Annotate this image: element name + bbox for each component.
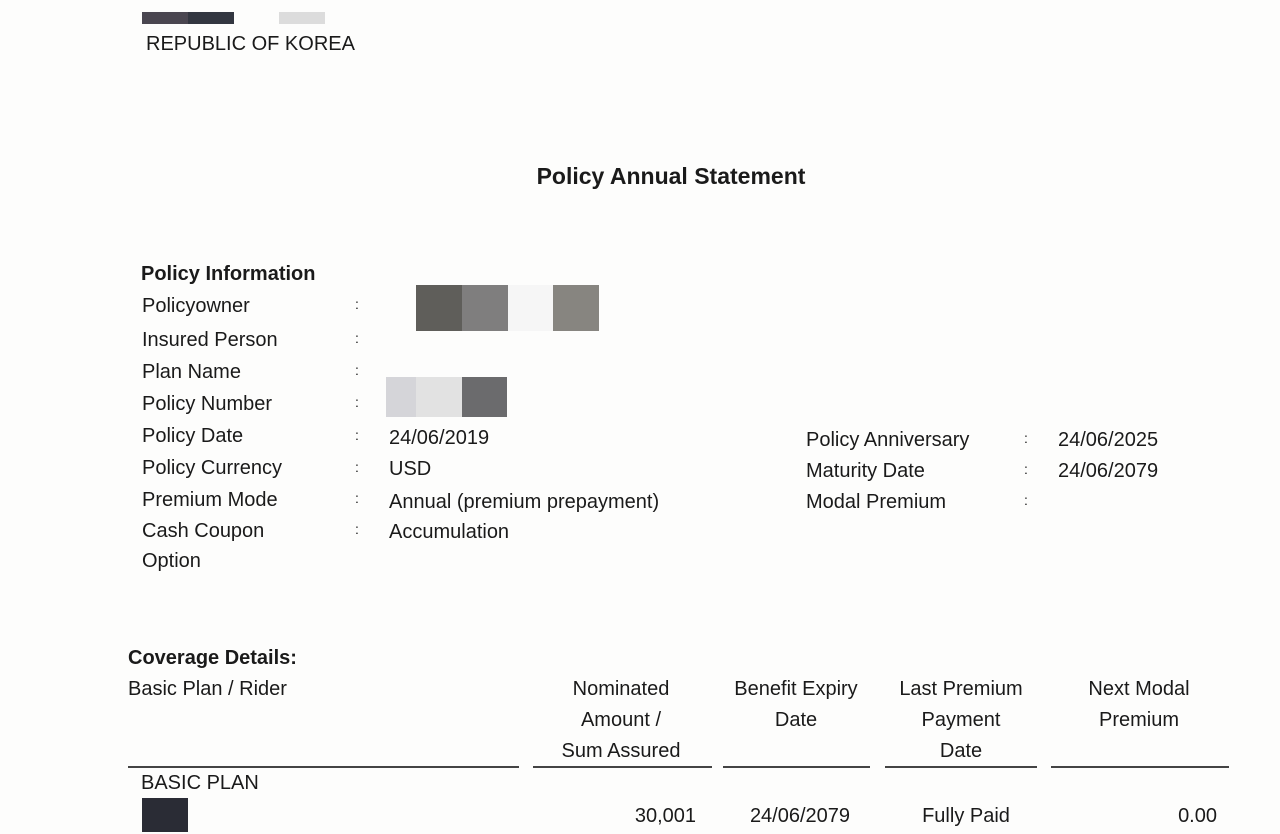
header-line: Premium: [1098, 709, 1179, 731]
column-header-next-premium: Next Modal Premium: [1039, 674, 1239, 736]
column-header-plan: Basic Plan / Rider: [128, 678, 287, 700]
colon: :: [355, 459, 359, 475]
field-label: Policy Anniversary: [806, 429, 970, 451]
header-line: Amount /: [580, 709, 662, 731]
redaction-block: [142, 798, 188, 832]
field-value: 24/06/2019: [389, 427, 490, 449]
field-label: Policy Currency: [142, 457, 283, 479]
benefit-expiry-date: 24/06/2079: [749, 805, 851, 827]
colon: :: [1024, 430, 1028, 446]
header-rule: [885, 766, 1037, 768]
field-value: USD: [389, 458, 432, 480]
column-header-expiry: Benefit Expiry Date: [696, 674, 896, 736]
redaction-block: [462, 285, 508, 331]
header-line: Last Premium: [899, 678, 1023, 700]
redaction-block: [386, 377, 416, 417]
header-line: Next Modal: [1088, 678, 1190, 700]
column-header-last-payment: Last Premium Payment Date: [861, 674, 1061, 767]
country-text: REPUBLIC OF KOREA: [146, 33, 355, 55]
field-label: Policyowner: [142, 295, 250, 317]
colon: :: [355, 394, 359, 410]
field-value: Accumulation: [389, 521, 510, 543]
colon: :: [355, 362, 359, 378]
redaction-block: [279, 12, 325, 24]
field-label: Modal Premium: [806, 491, 947, 513]
field-value: 24/06/2079: [1058, 460, 1159, 482]
redaction-block: [508, 285, 553, 331]
policy-information-heading: Policy Information: [141, 263, 316, 285]
field-label: Premium Mode: [142, 489, 278, 511]
header-rule: [533, 766, 712, 768]
redaction-block: [553, 285, 599, 331]
field-label: Policy Number: [142, 393, 273, 415]
colon: :: [355, 521, 359, 537]
next-modal-premium: 0.00: [1178, 805, 1217, 827]
field-value: 24/06/2025: [1058, 429, 1159, 451]
redaction-block: [416, 377, 462, 417]
colon: :: [355, 490, 359, 506]
section-label: BASIC PLAN: [141, 772, 259, 794]
coverage-heading: Coverage Details:: [128, 647, 297, 669]
field-label: Plan Name: [142, 361, 241, 383]
redaction-block: [462, 377, 507, 417]
header-line: Nominated: [572, 678, 670, 700]
colon: :: [1024, 492, 1028, 508]
field-label: Option: [142, 550, 201, 572]
field-value: Annual (premium prepayment): [389, 491, 660, 513]
colon: :: [355, 296, 359, 312]
field-label: Insured Person: [142, 329, 278, 351]
field-label: Policy Date: [142, 425, 244, 447]
header-line: Date: [774, 709, 818, 731]
field-label: Cash Coupon: [142, 520, 265, 542]
header-rule: [723, 766, 870, 768]
redaction-block: [142, 12, 188, 24]
colon: :: [1024, 461, 1028, 477]
redaction-block: [416, 285, 462, 331]
header-rule: [128, 766, 519, 768]
colon: :: [355, 427, 359, 443]
header-rule: [1051, 766, 1229, 768]
header-line: Date: [939, 740, 983, 762]
colon: :: [355, 330, 359, 346]
header-line: Sum Assured: [561, 740, 681, 762]
redaction-block: [188, 12, 234, 24]
header-line: Payment: [921, 709, 1001, 731]
page-title: Policy Annual Statement: [536, 163, 806, 189]
nominated-amount: 30,001: [634, 805, 696, 827]
field-label: Maturity Date: [806, 460, 925, 482]
column-header-nominated: Nominated Amount / Sum Assured: [521, 674, 721, 767]
header-line: Benefit Expiry: [734, 678, 858, 700]
last-payment-date: Fully Paid: [922, 805, 1010, 827]
